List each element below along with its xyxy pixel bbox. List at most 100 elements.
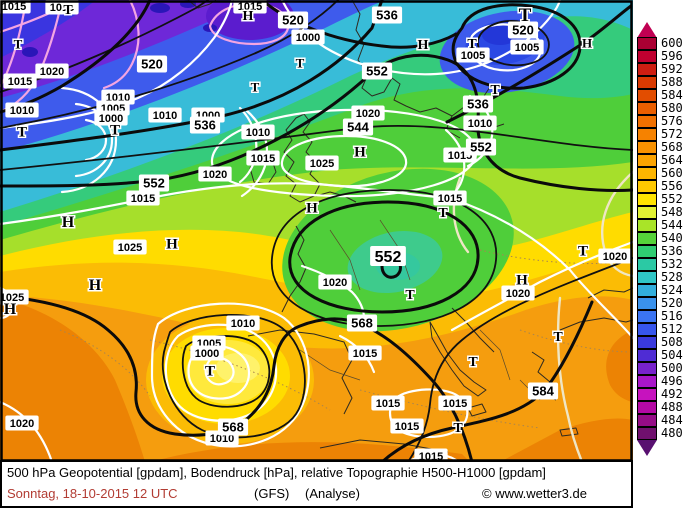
svg-text:552: 552 [366,64,388,79]
low-pressure-center: T [17,124,27,140]
isobar-label: 1000 [94,110,128,126]
isobar-label: 1025 [0,289,29,305]
scale-arrow-down-icon [637,440,657,456]
isobar-label: 1015 [348,345,382,361]
scale-level: 596 [637,49,699,63]
scale-color-swatch [637,101,657,115]
scale-level: 556 [637,179,699,193]
scale-color-swatch [637,374,657,388]
svg-text:1025: 1025 [0,292,24,304]
high-pressure-center: H [89,277,102,294]
svg-text:1020: 1020 [506,288,530,300]
scale-color-swatch [637,140,657,154]
isobar-label: 1000 [291,29,325,45]
scale-color-swatch [637,400,657,414]
scale-level: 560 [637,166,699,180]
svg-text:536: 536 [194,118,216,133]
geopotential-label: 568 [217,418,249,436]
svg-text:1000: 1000 [296,32,320,44]
geopotential-label: 520 [507,21,539,39]
svg-text:1015: 1015 [131,193,155,205]
isobar-label: 1015 [45,0,79,15]
scale-level: 580 [637,101,699,115]
geopotential-label: 536 [371,6,403,24]
isobar-label: 1015 [371,395,405,411]
svg-text:552: 552 [470,140,492,155]
svg-text:544: 544 [347,120,369,135]
scale-color-swatch [637,218,657,232]
geopotential-label: 536 [462,95,494,113]
svg-text:1025: 1025 [310,158,334,170]
low-pressure-center: T [251,80,260,95]
svg-text:520: 520 [141,57,163,72]
isobar-label: 1010 [148,107,182,123]
scale-level: 536 [637,244,699,258]
scale-color-swatch [637,127,657,141]
scale-value: 596 [661,49,683,63]
svg-text:1020: 1020 [603,251,627,263]
svg-text:536: 536 [467,97,489,112]
low-pressure-center: T [453,421,463,436]
scale-color-swatch [637,348,657,362]
scale-color-swatch [637,49,657,63]
scale-color-swatch [637,75,657,89]
svg-text:1020: 1020 [40,66,64,78]
svg-text:1015: 1015 [438,193,462,205]
isobar-label: 1000 [190,345,224,361]
svg-text:1010: 1010 [468,118,492,130]
scale-level: 516 [637,309,699,323]
scale-value: 548 [661,205,683,219]
scale-level: 572 [637,127,699,141]
svg-text:536: 536 [376,8,398,23]
scale-level: 544 [637,218,699,232]
scale-value: 556 [661,179,683,193]
scale-value: 492 [661,387,683,401]
scale-level: 524 [637,283,699,297]
scale-color-swatch [637,114,657,128]
scale-value: 592 [661,62,683,76]
svg-text:552: 552 [375,249,402,266]
high-pressure-center: H [418,38,429,53]
low-pressure-center: T [110,122,120,138]
svg-text:1005: 1005 [461,50,485,62]
svg-text:1015: 1015 [443,398,467,410]
isobar-label: 1015 [3,73,37,89]
svg-text:1015: 1015 [251,153,275,165]
scale-level: 488 [637,400,699,414]
svg-text:1015: 1015 [2,1,26,13]
caption-copyright: © www.wetter3.de [482,486,587,501]
scale-value: 532 [661,257,683,271]
low-pressure-center: T [553,330,563,345]
caption-run-type: (Analyse) [305,486,360,501]
high-pressure-center: H [166,236,178,252]
scale-color-swatch [637,413,657,427]
geopotential-label: 520 [277,11,309,29]
svg-text:1015: 1015 [419,451,443,462]
isobar-label: 1020 [198,166,232,182]
scale-color-swatch [637,426,657,440]
scale-rows: 600 596 592 588 584 580 576 572 568 564 560 556 552 5… [637,36,699,440]
low-pressure-center: T [519,5,532,26]
isobar-label: 1015 [438,395,472,411]
scale-value: 496 [661,374,683,388]
scale-value: 508 [661,335,683,349]
isobar-label: 1015 [233,0,267,14]
scale-level: 504 [637,348,699,362]
geopotential-label: 552 [370,246,406,266]
svg-text:520: 520 [512,23,534,38]
caption-meta: Sonntag, 18-10-2015 12 UTC (GFS) (Analys… [2,486,631,506]
scale-value: 564 [661,153,683,167]
scale-color-swatch [637,296,657,310]
isobar-label: 1015 [246,150,280,166]
scale-value: 528 [661,270,683,284]
scale-level: 540 [637,231,699,245]
scale-color-swatch [637,179,657,193]
svg-text:584: 584 [532,384,554,399]
svg-text:1015: 1015 [238,1,262,13]
isobar-label: 1020 [501,285,535,301]
isobar-label: 1025 [305,155,339,171]
svg-text:1010: 1010 [231,318,255,330]
scale-color-swatch [637,88,657,102]
scale-value: 504 [661,348,683,362]
